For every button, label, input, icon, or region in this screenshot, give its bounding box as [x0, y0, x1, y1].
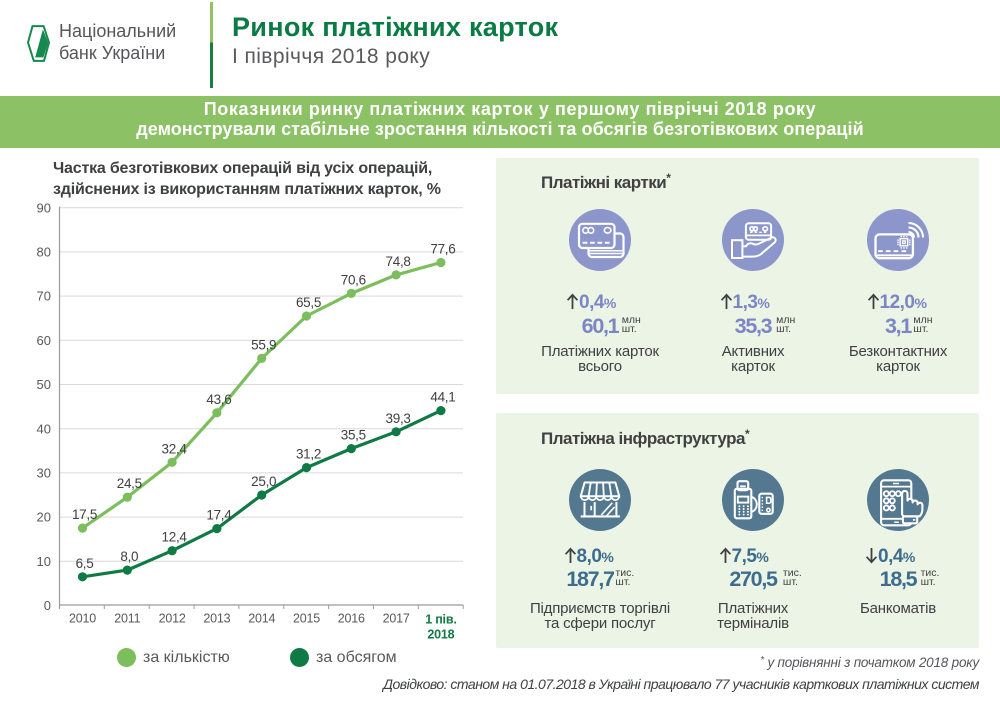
svg-text:2017: 2017 [383, 612, 410, 626]
svg-text:20: 20 [37, 510, 51, 525]
svg-text:2015: 2015 [293, 612, 320, 626]
svg-text:1 пів.: 1 пів. [425, 613, 456, 627]
svg-text:70,6: 70,6 [341, 272, 366, 287]
svg-text:2010: 2010 [69, 612, 96, 626]
svg-text:80: 80 [37, 245, 51, 260]
svg-text:50: 50 [37, 377, 51, 392]
svg-text:12,4: 12,4 [162, 530, 188, 545]
svg-text:44,1: 44,1 [430, 390, 455, 405]
svg-text:17,5: 17,5 [72, 507, 97, 522]
svg-text:8,0: 8,0 [120, 549, 138, 564]
svg-text:77,6: 77,6 [430, 242, 455, 257]
svg-text:10: 10 [37, 554, 51, 569]
svg-text:39,3: 39,3 [386, 411, 411, 426]
svg-text:2012: 2012 [159, 612, 186, 626]
svg-text:40: 40 [37, 421, 51, 436]
svg-text:55,9: 55,9 [251, 337, 276, 352]
svg-text:43,6: 43,6 [206, 392, 231, 407]
svg-text:60: 60 [37, 333, 51, 348]
svg-text:2013: 2013 [203, 612, 230, 626]
svg-text:17,4: 17,4 [206, 508, 232, 523]
svg-text:32,4: 32,4 [162, 441, 188, 456]
svg-text:2018: 2018 [427, 628, 454, 642]
svg-text:6,5: 6,5 [76, 556, 94, 571]
svg-text:2016: 2016 [338, 612, 365, 626]
svg-text:24,5: 24,5 [117, 476, 142, 491]
svg-text:25,0: 25,0 [251, 474, 276, 489]
svg-text:70: 70 [37, 289, 51, 304]
svg-text:74,8: 74,8 [386, 254, 411, 269]
svg-text:30: 30 [37, 466, 51, 481]
svg-text:2014: 2014 [248, 612, 275, 626]
svg-text:31,2: 31,2 [296, 447, 321, 462]
svg-text:0: 0 [44, 598, 51, 613]
svg-text:65,5: 65,5 [296, 295, 321, 310]
svg-text:35,5: 35,5 [341, 428, 366, 443]
svg-text:2011: 2011 [114, 612, 140, 626]
svg-text:90: 90 [37, 200, 51, 215]
